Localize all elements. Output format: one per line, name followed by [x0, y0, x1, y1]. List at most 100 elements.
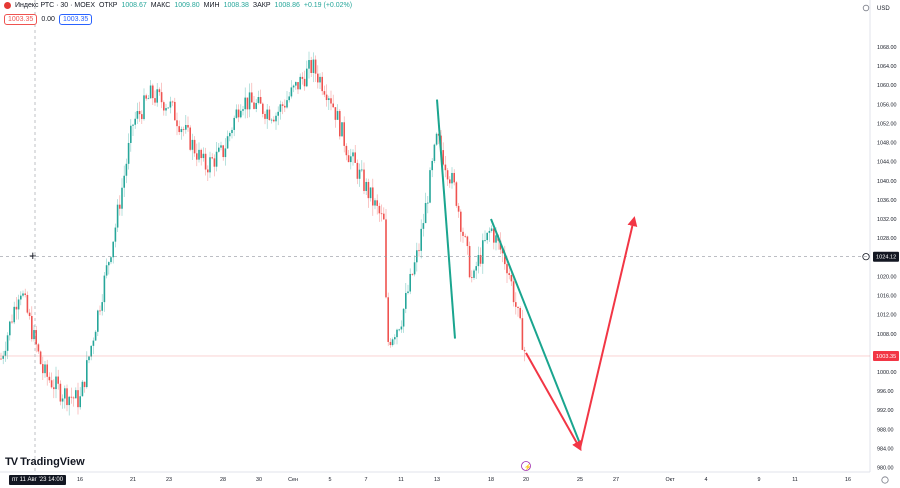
candle-body	[398, 329, 400, 331]
candle-body	[354, 152, 356, 163]
candle-body	[215, 151, 218, 167]
forecast-arrow[interactable]	[525, 352, 582, 452]
candle-body	[482, 240, 484, 264]
add-alert-icon[interactable]	[862, 253, 870, 261]
candle-body	[70, 396, 73, 398]
candle-body	[288, 96, 290, 101]
candle-body	[50, 380, 53, 388]
crosshair-cursor-icon: +	[29, 248, 37, 263]
candle-body	[105, 265, 108, 276]
candle-body	[248, 92, 251, 110]
price-tick-label: 1048.00	[877, 141, 897, 147]
tv-logo-icon: TV	[5, 456, 18, 468]
candle-body	[72, 397, 75, 399]
candle-body	[308, 60, 310, 69]
tradingview-logo[interactable]: TV TradingView	[5, 456, 85, 468]
forecast-arrow[interactable]	[579, 216, 638, 449]
candle-body	[193, 139, 196, 154]
candle-body	[81, 381, 84, 397]
high-label: МАКС	[150, 2, 171, 9]
price-tick-label: 988.00	[877, 427, 894, 433]
time-tick-label: 4	[705, 477, 708, 483]
time-tick-label: 11	[792, 477, 798, 483]
candle-body	[97, 310, 99, 332]
candle-body	[28, 312, 31, 317]
candle-body	[255, 102, 257, 109]
candle-body	[61, 398, 64, 402]
candle-body	[433, 144, 436, 161]
candle-body	[266, 109, 268, 119]
crosshair-date-label: пт 11 Авг '23 14:00	[9, 475, 67, 485]
candle-body	[270, 119, 273, 121]
candle-body	[369, 187, 372, 199]
candle-body	[222, 145, 224, 158]
candle-body	[88, 356, 90, 361]
candle-body	[394, 337, 396, 340]
candle-body	[259, 97, 262, 104]
quote-row: 1003.35 0.00 1003.35	[4, 14, 93, 25]
candle-body	[200, 149, 202, 159]
candle-body	[451, 172, 453, 184]
trend-line[interactable]	[436, 99, 456, 339]
candle-body	[299, 76, 301, 90]
candle-body	[2, 355, 4, 359]
candle-body	[253, 102, 255, 109]
candle-body	[495, 235, 497, 243]
candle-body	[409, 273, 411, 292]
trend-line[interactable]	[490, 218, 581, 445]
candle-body	[180, 129, 183, 133]
candle-body	[130, 125, 132, 143]
candle-body	[231, 129, 233, 134]
buy-price-button[interactable]: 1003.35	[58, 14, 93, 25]
candle-body	[334, 107, 337, 120]
candle-body	[33, 330, 35, 340]
high-value: 1009.80	[174, 2, 200, 9]
price-tick-label: 1008.00	[877, 332, 897, 338]
candle-body	[264, 113, 266, 119]
time-tick-label: Окт	[665, 477, 675, 483]
price-tick-label: 1036.00	[877, 198, 897, 204]
close-value: 1008.86	[274, 2, 300, 9]
candle-body	[510, 274, 513, 282]
candle-body	[6, 335, 9, 351]
time-tick-label: 5	[329, 477, 332, 483]
candle-body	[114, 227, 117, 242]
time-tick-label: 21	[130, 477, 136, 483]
open-value: 1008.67	[121, 2, 147, 9]
candle-body	[24, 293, 26, 295]
candle-body	[512, 281, 515, 303]
candle-body	[479, 255, 482, 264]
change-value: +0.19 (+0.02%)	[303, 2, 353, 9]
lightning-icon: ⚡	[524, 463, 531, 471]
candle-body	[462, 231, 464, 236]
sell-price-button[interactable]: 1003.35	[4, 14, 38, 25]
low-label: МИН	[203, 2, 220, 9]
candle-body	[347, 155, 350, 163]
settings-gear-icon[interactable]	[881, 476, 889, 484]
candle-body	[466, 236, 469, 247]
time-tick-label: 23	[166, 477, 172, 483]
candle-body	[198, 149, 200, 160]
price-tick-label: 1044.00	[877, 160, 897, 166]
candle-body	[237, 109, 240, 118]
candle-body	[90, 345, 92, 357]
candle-body	[396, 329, 398, 338]
candle-body	[226, 136, 229, 149]
candle-body	[64, 388, 66, 399]
candle-body	[427, 202, 429, 204]
event-marker-icon[interactable]	[521, 461, 531, 471]
candle-body	[121, 187, 123, 209]
candle-body	[156, 89, 158, 103]
chart-settings-icon[interactable]	[862, 4, 870, 12]
symbol-title[interactable]: Индекс РТС · 30 · MOEX	[15, 2, 95, 9]
candle-body	[134, 118, 136, 125]
price-tick-label: 1020.00	[877, 274, 897, 280]
candle-body	[389, 341, 392, 346]
candle-body	[35, 330, 37, 345]
price-tick-label: 1064.00	[877, 64, 897, 70]
price-tick-label: 1052.00	[877, 121, 897, 127]
time-tick-label: Сен	[288, 477, 298, 483]
candle-body	[143, 95, 145, 120]
candle-body	[37, 344, 40, 352]
